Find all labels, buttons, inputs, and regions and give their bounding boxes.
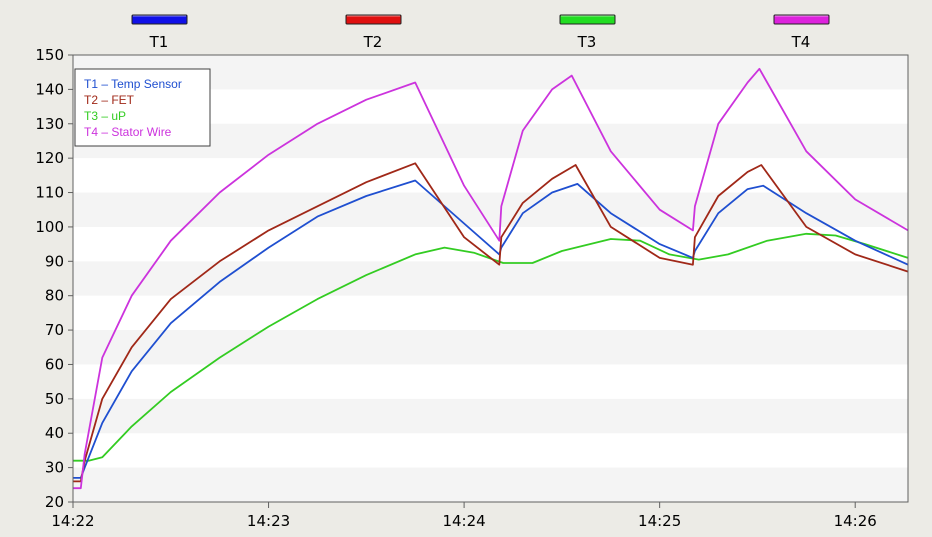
grid-band [73, 123, 908, 159]
series-line-3 [73, 232, 909, 462]
y-tick-label: 80 [45, 287, 64, 305]
channel-buttons: T1 T2 T3 T4 [131, 14, 830, 51]
legend-entry: T2 – FET [84, 93, 135, 107]
y-tick-label: 140 [35, 80, 64, 98]
y-tick-label: 130 [35, 115, 64, 133]
grid-bands [73, 55, 908, 502]
x-tick-label: 14:26 [834, 512, 877, 530]
grid-band [73, 192, 908, 227]
y-tick-label: 40 [45, 424, 64, 442]
y-axis: 20 30 40 50 60 70 80 90 100 110 120 130 140 150 [35, 46, 73, 511]
legend-entry: T3 – uP [84, 109, 126, 123]
y-tick-label: 150 [35, 46, 64, 64]
series-line-4 [73, 67, 909, 490]
y-tick-label: 60 [45, 355, 64, 373]
y-tick-label: 30 [45, 459, 64, 477]
y-tick-label: 20 [45, 493, 64, 511]
grid-band [73, 330, 908, 365]
legend: T1 – Temp Sensor T2 – FET T3 – uP T4 – Stat… [74, 68, 211, 147]
legend-entry: T1 – Temp Sensor [84, 77, 182, 91]
x-tick-label: 14:24 [442, 512, 485, 530]
plot-frame [72, 54, 909, 503]
y-tick-label: 120 [35, 149, 64, 167]
channel-toggle-t4[interactable]: T4 [773, 14, 830, 51]
legend-box [74, 68, 211, 147]
x-tick-label: 14:23 [247, 512, 290, 530]
plot-area [72, 54, 909, 503]
channel-swatch[interactable] [131, 14, 188, 25]
channel-label: T4 [791, 33, 811, 51]
y-tick-label: 100 [35, 218, 64, 236]
channel-swatch[interactable] [559, 14, 616, 25]
y-tick-label: 50 [45, 390, 64, 408]
series-line-2 [73, 162, 909, 483]
y-tick-label: 110 [35, 184, 64, 202]
x-tick-label: 14:22 [51, 512, 94, 530]
grid-band [73, 398, 908, 434]
legend-entry: T4 – Stator Wire [84, 125, 172, 139]
y-tick-label: 90 [45, 252, 64, 270]
channel-label: T2 [363, 33, 383, 51]
channel-swatch[interactable] [773, 14, 830, 25]
channel-label: T3 [577, 33, 597, 51]
channel-toggle-t2[interactable]: T2 [345, 14, 402, 51]
grid-band [73, 467, 908, 502]
series-layer [73, 67, 909, 490]
x-tick-label: 14:25 [638, 512, 681, 530]
y-tick-label: 70 [45, 321, 64, 339]
x-axis: 14:22 14:23 14:24 14:25 14:26 [51, 502, 877, 530]
channel-label: T1 [149, 33, 169, 51]
channel-toggle-t1[interactable]: T1 [131, 14, 188, 51]
channel-toggle-t3[interactable]: T3 [559, 14, 616, 51]
channel-swatch[interactable] [345, 14, 402, 25]
